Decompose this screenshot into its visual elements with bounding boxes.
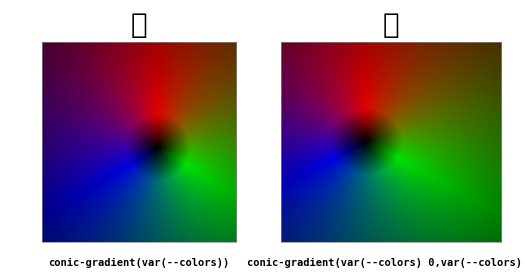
Text: ❌: ❌ xyxy=(131,11,148,39)
Text: conic-gradient(var(--colors)): conic-gradient(var(--colors)) xyxy=(48,258,230,268)
Text: ✅: ✅ xyxy=(383,11,400,39)
Text: conic-gradient(var(--colors) 0,var(--colors) ): conic-gradient(var(--colors) 0,var(--col… xyxy=(247,258,525,268)
